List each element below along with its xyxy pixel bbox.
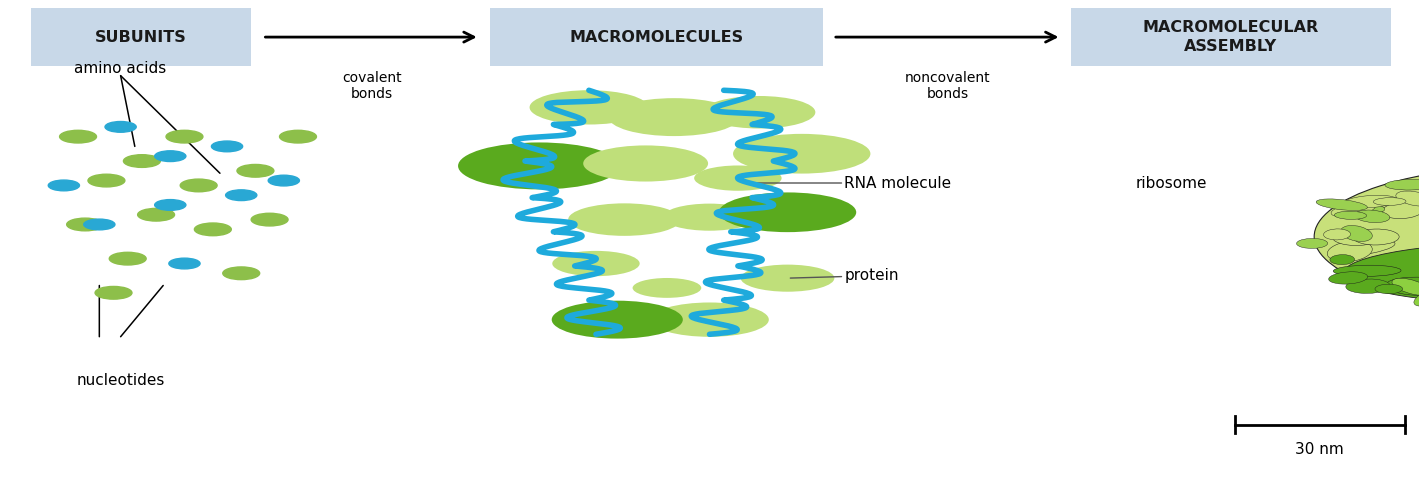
Ellipse shape	[609, 98, 739, 136]
Ellipse shape	[1330, 255, 1355, 264]
Circle shape	[180, 179, 217, 192]
Ellipse shape	[1314, 165, 1419, 308]
Text: RNA molecule: RNA molecule	[751, 176, 951, 190]
Ellipse shape	[458, 142, 620, 189]
FancyBboxPatch shape	[490, 8, 823, 66]
Ellipse shape	[1354, 210, 1389, 223]
Circle shape	[194, 223, 231, 236]
FancyBboxPatch shape	[31, 8, 251, 66]
Text: MACROMOLECULAR
ASSEMBLY: MACROMOLECULAR ASSEMBLY	[1142, 20, 1320, 54]
Text: SUBUNITS: SUBUNITS	[95, 30, 187, 44]
Circle shape	[88, 174, 125, 187]
Ellipse shape	[1328, 272, 1368, 284]
Circle shape	[60, 130, 96, 143]
Circle shape	[84, 219, 115, 230]
Ellipse shape	[1385, 277, 1419, 295]
Ellipse shape	[568, 203, 681, 236]
Ellipse shape	[650, 303, 769, 337]
Circle shape	[138, 208, 175, 221]
Circle shape	[226, 190, 257, 201]
Ellipse shape	[552, 301, 683, 339]
FancyBboxPatch shape	[1071, 8, 1391, 66]
Circle shape	[155, 151, 186, 162]
Ellipse shape	[1335, 240, 1395, 256]
Circle shape	[67, 218, 104, 231]
Text: ribosome: ribosome	[1135, 176, 1206, 190]
Circle shape	[123, 155, 160, 167]
Circle shape	[105, 122, 136, 132]
Ellipse shape	[1374, 198, 1406, 205]
Text: 30 nm: 30 nm	[1296, 442, 1344, 457]
Ellipse shape	[1385, 180, 1419, 190]
Ellipse shape	[1315, 199, 1368, 210]
Text: MACROMOLECULES: MACROMOLECULES	[569, 30, 744, 44]
Circle shape	[109, 252, 146, 265]
Ellipse shape	[1334, 265, 1401, 276]
Ellipse shape	[1347, 204, 1385, 215]
Circle shape	[237, 164, 274, 177]
Ellipse shape	[1396, 191, 1419, 206]
Ellipse shape	[719, 192, 856, 232]
Ellipse shape	[1382, 202, 1419, 219]
Ellipse shape	[734, 134, 870, 174]
Ellipse shape	[1375, 284, 1402, 294]
Ellipse shape	[1332, 231, 1376, 245]
Ellipse shape	[1392, 278, 1419, 295]
Circle shape	[280, 130, 316, 143]
Ellipse shape	[1341, 225, 1372, 242]
Ellipse shape	[1344, 241, 1419, 305]
Ellipse shape	[1324, 229, 1351, 240]
Circle shape	[223, 267, 260, 280]
Text: nucleotides: nucleotides	[77, 373, 165, 388]
Ellipse shape	[1413, 288, 1419, 306]
Ellipse shape	[552, 251, 640, 276]
Text: protein: protein	[790, 268, 898, 283]
Circle shape	[251, 213, 288, 226]
Ellipse shape	[1327, 241, 1372, 262]
Ellipse shape	[694, 165, 782, 191]
Circle shape	[268, 175, 299, 186]
Ellipse shape	[741, 264, 834, 292]
Circle shape	[169, 258, 200, 269]
Text: covalent
bonds: covalent bonds	[342, 71, 402, 101]
Ellipse shape	[583, 145, 708, 182]
Ellipse shape	[1331, 203, 1375, 217]
Circle shape	[155, 200, 186, 210]
Ellipse shape	[1342, 195, 1398, 208]
Circle shape	[48, 180, 79, 191]
Circle shape	[166, 130, 203, 143]
Ellipse shape	[529, 90, 648, 124]
Circle shape	[211, 141, 243, 152]
Ellipse shape	[702, 96, 816, 128]
Text: amino acids: amino acids	[74, 61, 167, 76]
Ellipse shape	[633, 278, 701, 298]
Ellipse shape	[1297, 239, 1328, 248]
Circle shape	[95, 286, 132, 299]
Ellipse shape	[663, 203, 756, 231]
Ellipse shape	[1334, 211, 1366, 220]
Ellipse shape	[536, 98, 599, 117]
Ellipse shape	[1345, 279, 1391, 293]
Text: noncovalent
bonds: noncovalent bonds	[905, 71, 990, 101]
Ellipse shape	[1352, 229, 1399, 245]
